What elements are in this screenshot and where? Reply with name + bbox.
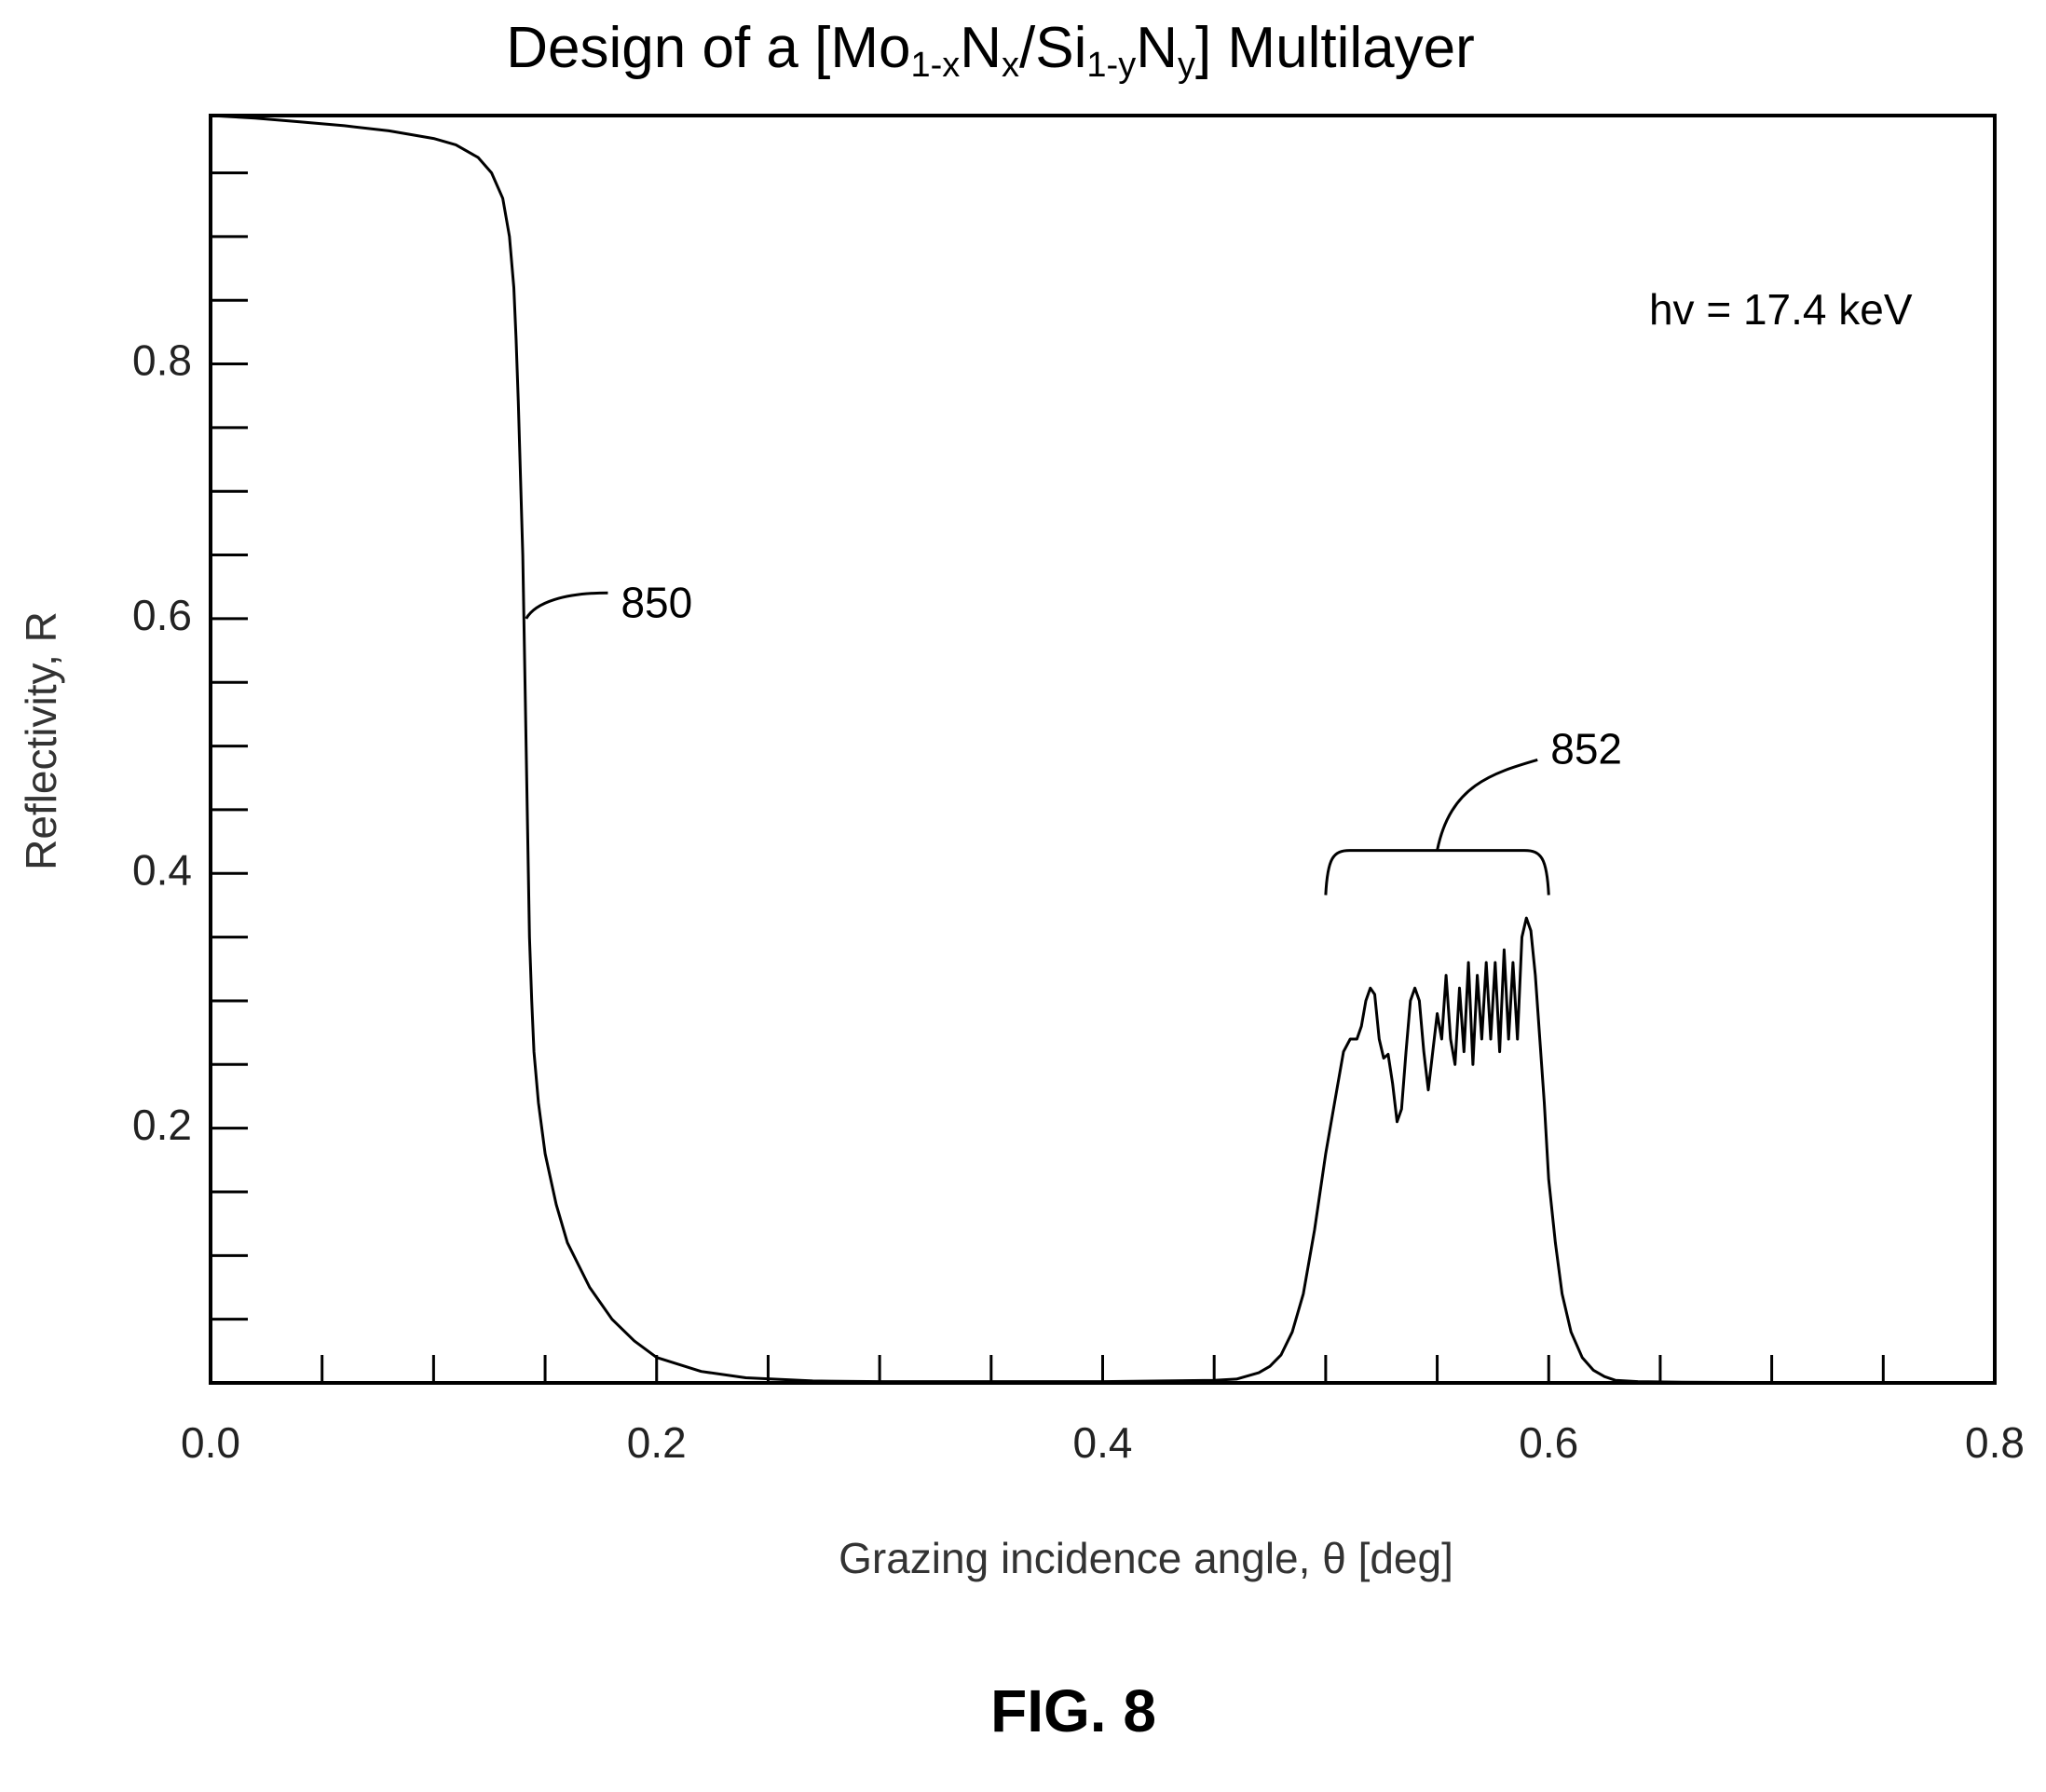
- title-sub-3: 1-y: [1086, 46, 1136, 85]
- title-part-2: N: [960, 16, 1002, 80]
- photon-energy-annotation: hv = 17.4 keV: [1649, 285, 1913, 334]
- x-axis-label: Grazing incidence angle, θ [deg]: [839, 1534, 1453, 1582]
- figure-caption: FIG. 8: [990, 1677, 1156, 1744]
- y-tick-label: 0.6: [132, 591, 192, 639]
- title-part-4: N: [1136, 16, 1178, 80]
- x-tick-label: 0.2: [627, 1418, 687, 1467]
- title-part-1: Design of a [Mo: [506, 16, 910, 80]
- y-tick-label: 0.8: [132, 336, 192, 385]
- y-tick-label: 0.2: [132, 1101, 192, 1149]
- x-tick-label: 0.6: [1519, 1418, 1578, 1467]
- annotation-850: 850: [621, 578, 692, 626]
- y-axis-label: Reflectivity, R: [17, 611, 65, 870]
- x-tick-label: 0.4: [1073, 1418, 1133, 1467]
- title-sub-1: 1-x: [910, 46, 960, 85]
- x-tick-label: 0.8: [1965, 1418, 2025, 1467]
- y-axis-ticks: [211, 171, 248, 1321]
- x-tick-label: 0.0: [181, 1418, 240, 1467]
- title-sub-2: x: [1002, 46, 1019, 85]
- leader-850: [525, 591, 608, 620]
- leader-852: [1436, 758, 1538, 851]
- x-axis-tick-labels: 0.0 0.2 0.4 0.6 0.8: [181, 1418, 2025, 1467]
- bracket-852: [1324, 849, 1550, 896]
- chart-title: Design of a [Mo1-xNx/Si1-yNy] Multilayer: [506, 16, 1474, 85]
- x-axis-ticks: [321, 1355, 1885, 1383]
- annotation-852: 852: [1550, 725, 1622, 773]
- title-part-3: /Si: [1019, 16, 1086, 80]
- reflectivity-curve: [210, 114, 1996, 1385]
- y-axis-tick-labels: 0.2 0.4 0.6 0.8: [132, 336, 192, 1149]
- title-sub-4: y: [1178, 46, 1195, 85]
- title-part-5: ] Multilayer: [1195, 16, 1475, 80]
- y-tick-label: 0.4: [132, 845, 192, 894]
